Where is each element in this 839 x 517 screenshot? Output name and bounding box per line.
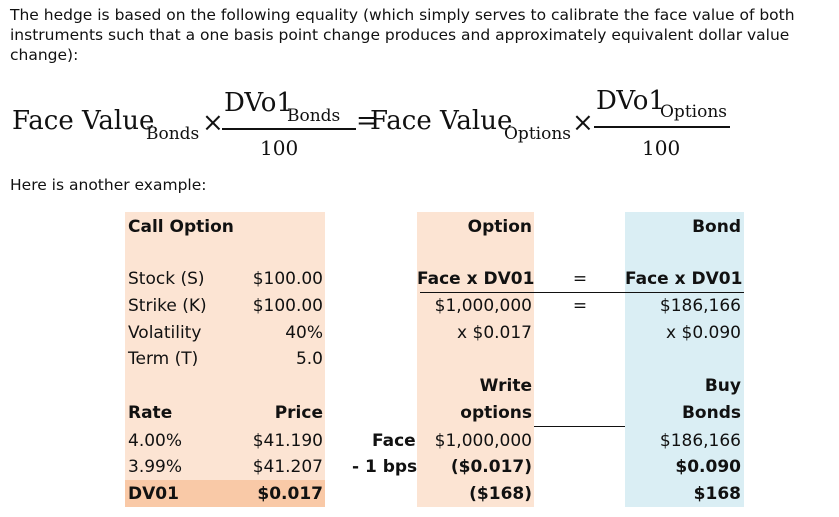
intro-paragraph: The hedge is based on the following equa… — [10, 6, 795, 64]
face-side-label: Face — [372, 431, 416, 451]
bps-side-label: - 1 bps — [352, 457, 418, 477]
options-connector-line — [534, 426, 625, 427]
formula-right-denominator: 100 — [642, 136, 681, 160]
face-dv01-underline — [420, 292, 744, 293]
option-action-2: options — [460, 403, 532, 423]
equals-sign-1: = — [572, 269, 588, 289]
option-action-1: Write — [479, 376, 532, 396]
param-label-stock: Stock (S) — [128, 269, 205, 289]
formula-right-numerator-subscript: Options — [660, 102, 727, 122]
formula-right-subscript: Options — [504, 124, 571, 144]
call-option-panel — [125, 212, 325, 480]
param-label-term: Term (T) — [128, 349, 199, 369]
option-total: ($168) — [469, 484, 532, 504]
option-face-dv01: Face x DV01 — [417, 269, 535, 289]
option-change-row: ($0.017) — [450, 457, 532, 477]
option-header: Option — [467, 217, 532, 237]
bond-face: $186,166 — [659, 296, 741, 316]
formula-left-face-value: Face Value — [12, 106, 155, 136]
call-option-header: Call Option — [128, 217, 234, 237]
example-label: Here is another example: — [10, 176, 207, 194]
param-label-strike: Strike (K) — [128, 296, 207, 316]
formula-times-1: × — [202, 108, 224, 138]
formula-right-numerator: DVo1 — [596, 86, 665, 116]
bond-dv01: x $0.090 — [666, 323, 741, 343]
bond-face-row: $186,166 — [659, 431, 741, 451]
formula-left-numerator-subscript: Bonds — [287, 106, 341, 126]
formula-left-fraction-bar — [222, 128, 356, 130]
formula-left-numerator: DVo1 — [224, 88, 293, 118]
rate-row-1: 4.00% — [128, 431, 183, 451]
formula-right-face-value: Face Value — [370, 106, 513, 136]
option-face: $1,000,000 — [434, 296, 532, 316]
param-value-volatility: 40% — [285, 323, 323, 343]
price-row-2: $41.207 — [252, 457, 323, 477]
rate-header: Rate — [128, 403, 173, 423]
option-face-row: $1,000,000 — [434, 431, 532, 451]
bond-panel — [625, 212, 744, 507]
formula-left-denominator: 100 — [260, 136, 299, 160]
price-header: Price — [274, 403, 323, 423]
option-panel — [417, 212, 534, 507]
param-value-term: 5.0 — [295, 349, 323, 369]
formula-right-fraction-bar — [594, 126, 730, 128]
price-row-1: $41.190 — [252, 431, 323, 451]
dv01-label: DV01 — [128, 484, 179, 504]
dv01-highlight — [125, 480, 325, 507]
bond-total: $168 — [693, 484, 741, 504]
param-value-strike: $100.00 — [252, 296, 323, 316]
option-dv01: x $0.017 — [457, 323, 532, 343]
hedge-formula: Face Value Bonds × DVo1 Bonds 100 = Face… — [12, 86, 832, 164]
bond-header: Bond — [692, 217, 741, 237]
rate-row-2: 3.99% — [128, 457, 183, 477]
equals-sign-2: = — [572, 296, 588, 316]
bond-action-2: Bonds — [681, 403, 741, 423]
param-label-volatility: Volatility — [128, 323, 202, 343]
param-value-stock: $100.00 — [252, 269, 323, 289]
formula-left-subscript: Bonds — [146, 124, 200, 144]
dv01-value: $0.017 — [257, 484, 323, 504]
bond-change-row: $0.090 — [675, 457, 741, 477]
formula-times-2: × — [572, 108, 594, 138]
bond-action-1: Buy — [704, 376, 741, 396]
formula-equals: = — [356, 106, 378, 136]
bond-face-dv01: Face x DV01 — [625, 269, 743, 289]
